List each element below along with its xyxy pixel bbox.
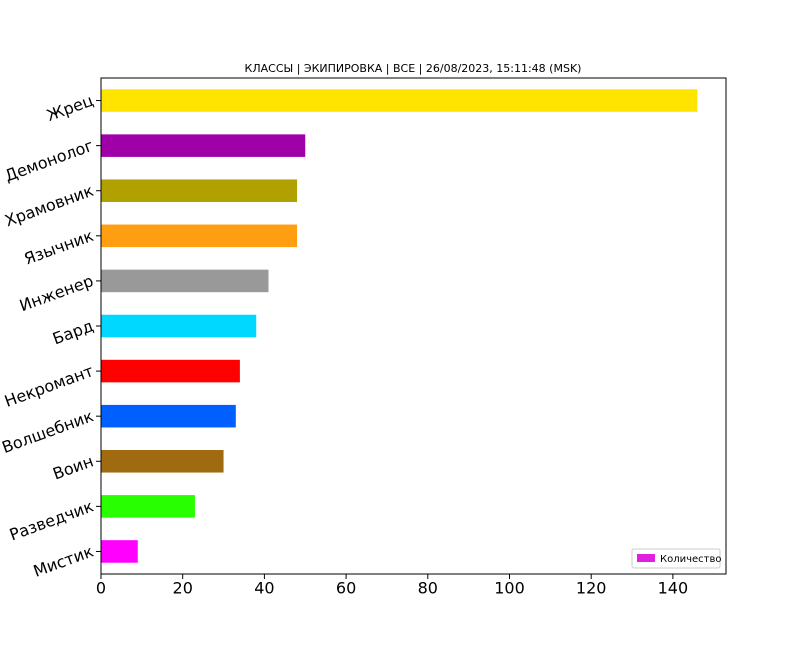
x-tick-label: 40 xyxy=(254,579,274,598)
bar xyxy=(101,134,306,157)
plot-frame xyxy=(100,77,727,575)
bar xyxy=(101,495,195,518)
x-tick-label: 80 xyxy=(418,579,438,598)
y-tick-label: Волшебник xyxy=(0,406,96,457)
y-tick-label: Храмовник xyxy=(2,181,96,231)
legend-label: Количество xyxy=(660,554,722,565)
y-tick-label: Бард xyxy=(50,316,96,348)
x-tick-label: 20 xyxy=(173,579,193,598)
y-tick-label: Разведчик xyxy=(7,496,96,544)
bar xyxy=(101,404,236,428)
bar xyxy=(101,540,138,563)
y-tick-label: Язычник xyxy=(22,226,97,269)
x-tick-label: 0 xyxy=(96,579,106,598)
x-tick-label: 120 xyxy=(576,579,607,598)
y-tick-label: Жрец xyxy=(44,91,96,125)
x-tick-label: 100 xyxy=(494,579,525,598)
y-tick-label: Воин xyxy=(50,451,96,483)
y-tick-label: Некромант xyxy=(2,361,96,411)
bar xyxy=(101,89,698,112)
legend-box xyxy=(631,548,721,569)
y-tick-label: Инженер xyxy=(17,271,96,315)
y-tick-label: Демонолог xyxy=(2,136,96,186)
bar xyxy=(101,314,257,338)
y-tick-label: Мистик xyxy=(31,541,96,580)
bar xyxy=(101,269,269,293)
chart-title: КЛАССЫ | ЭКИПИРОВКА | ВСЕ | 26/08/2023, … xyxy=(245,62,582,75)
bar xyxy=(101,224,298,248)
x-tick-label: 60 xyxy=(336,579,356,598)
bar xyxy=(101,359,240,383)
bar xyxy=(101,179,298,202)
bar xyxy=(101,450,224,473)
x-tick-label: 140 xyxy=(658,579,689,598)
legend-swatch xyxy=(637,554,655,562)
